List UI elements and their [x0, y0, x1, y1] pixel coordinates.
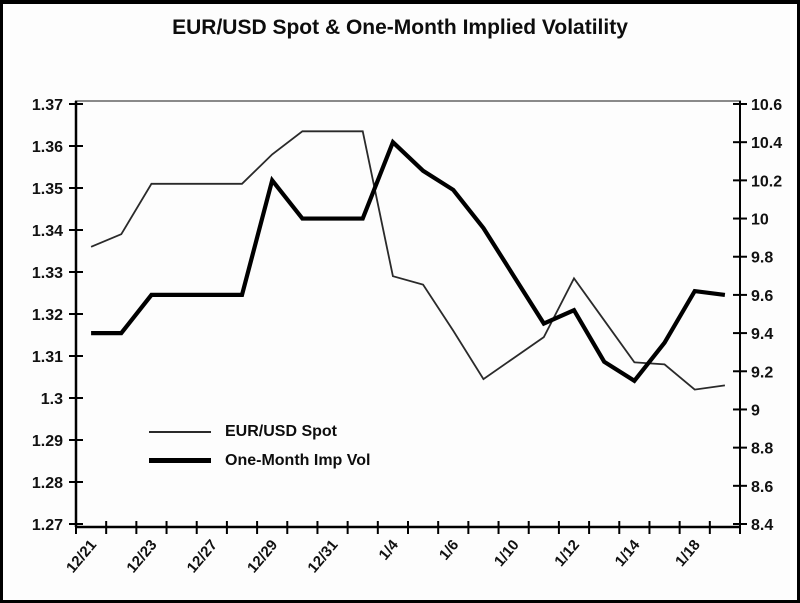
- vol-line-sample-icon: [149, 458, 211, 463]
- left-tick-label: 1.3: [41, 391, 63, 408]
- x-tick-label: 12/27: [184, 537, 221, 577]
- x-tick-label: 12/21: [63, 537, 100, 577]
- plot-area: 1.37 1.36 1.35 1.34 1.33 1.32 1.31 1.3 1.29 1.28 1…: [32, 97, 782, 577]
- spot-series-line: [90, 130, 726, 391]
- right-tick-label: 10.6: [751, 97, 782, 114]
- x-tick-label: 12/23: [123, 537, 160, 577]
- x-tick-label: 12/29: [244, 537, 281, 577]
- x-tick-label: 1/14: [612, 536, 644, 570]
- right-tick-label: 9.2: [751, 364, 773, 381]
- left-tick-label: 1.34: [32, 223, 63, 240]
- right-tick-label: 10: [751, 212, 769, 229]
- vol-legend-label: One-Month Imp Vol: [225, 451, 371, 469]
- right-tick-label: 9: [751, 402, 760, 419]
- spot-legend-label: EUR/USD Spot: [225, 422, 337, 440]
- left-tick-label: 1.28: [32, 475, 63, 492]
- x-tick-label: 1/4: [376, 536, 403, 563]
- right-tick-label: 9.6: [751, 288, 773, 305]
- left-tick-label: 1.31: [32, 349, 63, 366]
- left-tick-label: 1.37: [32, 97, 63, 114]
- left-tick-label: 1.33: [32, 265, 63, 282]
- x-tick-label: 12/31: [304, 537, 341, 577]
- left-tick-label: 1.35: [32, 181, 63, 198]
- spot-line-sample-icon: [149, 430, 211, 433]
- right-tick-label: 8.6: [751, 479, 773, 496]
- vol-series-line: [91, 138, 726, 384]
- x-tick-label: 1/18: [672, 537, 704, 570]
- left-tick-label: 1.36: [32, 139, 63, 156]
- right-tick-label: 9.4: [751, 326, 773, 343]
- x-tick-label: 1/10: [491, 537, 523, 570]
- right-tick-label: 9.8: [751, 250, 773, 267]
- left-tick-label: 1.27: [32, 517, 63, 534]
- x-tick-label: 1/12: [551, 537, 583, 570]
- left-tick-label: 1.32: [32, 307, 63, 324]
- chart-title: EUR/USD Spot & One-Month Implied Volatil…: [172, 16, 628, 39]
- legend-item-spot: EUR/USD Spot: [149, 417, 370, 446]
- right-tick-label: 10.2: [751, 173, 782, 190]
- left-tick-label: 1.29: [32, 433, 63, 450]
- right-tick-label: 10.4: [751, 135, 782, 152]
- right-tick-label: 8.4: [751, 517, 773, 534]
- right-tick-label: 8.8: [751, 441, 773, 458]
- legend: EUR/USD Spot One-Month Imp Vol: [149, 417, 370, 475]
- legend-item-vol: One-Month Imp Vol: [149, 446, 370, 475]
- x-tick-label: 1/6: [436, 537, 462, 564]
